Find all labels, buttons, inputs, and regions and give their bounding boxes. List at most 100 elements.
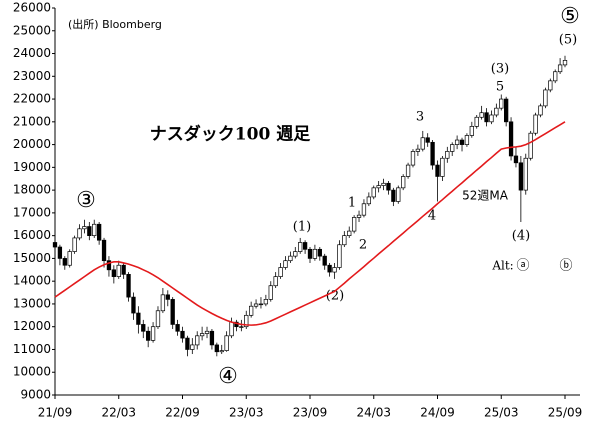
y-tick-label: 26000 (13, 1, 51, 15)
candle-body (523, 157, 528, 191)
candle-body (302, 242, 308, 250)
y-tick-label: 15000 (13, 251, 51, 265)
annotation: Alt: (491, 259, 513, 273)
candle-body (543, 89, 548, 107)
candle-body (87, 226, 92, 236)
candle-body (258, 303, 264, 306)
candle-body (469, 126, 474, 136)
candle-body (361, 203, 367, 216)
y-tick-label: 22000 (13, 92, 51, 106)
candle-body (293, 251, 298, 257)
y-tick-label: 14000 (13, 274, 51, 288)
candle-body (322, 255, 327, 266)
candle-body (180, 330, 185, 339)
candle-body (190, 344, 195, 350)
candle-body (459, 139, 465, 145)
x-tick-label: 21/09 (38, 406, 73, 420)
y-tick-label: 13000 (13, 296, 51, 310)
candle-body (332, 267, 337, 273)
candle-body (307, 248, 313, 259)
annotation: (5) (559, 33, 577, 48)
candle-body (562, 60, 568, 66)
candle-body (170, 299, 175, 325)
candle-body (219, 350, 224, 353)
y-tick-label: 25000 (13, 23, 51, 37)
y-tick-label: 17000 (13, 205, 51, 219)
y-tick-label: 18000 (13, 183, 51, 197)
candle-body (557, 64, 563, 73)
candle-body (263, 299, 269, 305)
candle-body (538, 105, 543, 116)
y-tick-label: 19000 (13, 160, 51, 174)
candle-body (425, 137, 430, 143)
candle-body (342, 235, 347, 246)
candle-body (410, 151, 416, 166)
candle-body (381, 182, 386, 186)
candle-body (504, 98, 509, 123)
candle-body (52, 242, 58, 248)
candle-body (160, 294, 166, 312)
x-tick-label: 23/09 (293, 406, 328, 420)
annotation: ⑤ (560, 4, 580, 29)
ma-label: 52週MA (462, 189, 509, 203)
candle-body (337, 244, 342, 268)
candle-body (67, 251, 72, 266)
annotation: (4) (512, 229, 530, 244)
y-tick-label: 10000 (13, 365, 51, 379)
candle-body (366, 196, 371, 205)
y-tick-label: 11000 (13, 342, 51, 356)
candle-body (204, 330, 210, 334)
candle-body (283, 260, 288, 268)
candle-body (195, 335, 200, 346)
candle-body (391, 189, 396, 202)
x-tick-label: 24/03 (356, 406, 391, 420)
candle-body (528, 132, 533, 159)
y-tick-label: 9000 (20, 388, 51, 402)
annotation: 3 (416, 110, 424, 125)
candle-body (82, 226, 87, 230)
candle-body (278, 267, 283, 277)
candle-body (396, 187, 401, 202)
y-tick-label: 23000 (13, 69, 51, 83)
candle-body (96, 223, 102, 241)
candle-body (239, 326, 244, 328)
annotation: (1) (293, 220, 311, 235)
candle-body (244, 314, 249, 328)
candle-body (401, 176, 406, 189)
candle-body (155, 310, 161, 328)
candle-body (518, 162, 524, 191)
x-tick-label: 22/03 (101, 406, 136, 420)
annotation: (2) (326, 289, 344, 304)
candle-body (209, 330, 215, 346)
candle-body (312, 248, 318, 259)
candle-body (185, 337, 190, 350)
candle-body (57, 246, 63, 259)
candle-body (317, 248, 322, 257)
candle-body (165, 294, 170, 300)
candle-body (199, 333, 205, 337)
annotation: 5 (496, 80, 504, 95)
annotation: ③ (76, 188, 96, 213)
candle-body (445, 151, 450, 159)
annotation: 4 (428, 209, 436, 224)
candle-body (229, 321, 234, 337)
candle-body (347, 230, 352, 236)
candle-body (474, 116, 479, 127)
candle-body (298, 242, 303, 252)
candle-body (513, 155, 519, 164)
candle-body (484, 112, 489, 123)
chart-title: ナスダック100 週足 (150, 124, 310, 145)
candle-body (533, 114, 538, 134)
candle-body (499, 98, 504, 109)
candle-body (214, 344, 219, 353)
candle-body (288, 255, 293, 262)
candle-body (415, 148, 421, 152)
candle-body (126, 273, 131, 298)
y-tick-label: 21000 (13, 114, 51, 128)
candle-body (420, 137, 425, 150)
candle-body (548, 80, 553, 91)
candle-body (479, 112, 484, 118)
candle-body (77, 228, 82, 239)
candle-body (508, 121, 514, 157)
